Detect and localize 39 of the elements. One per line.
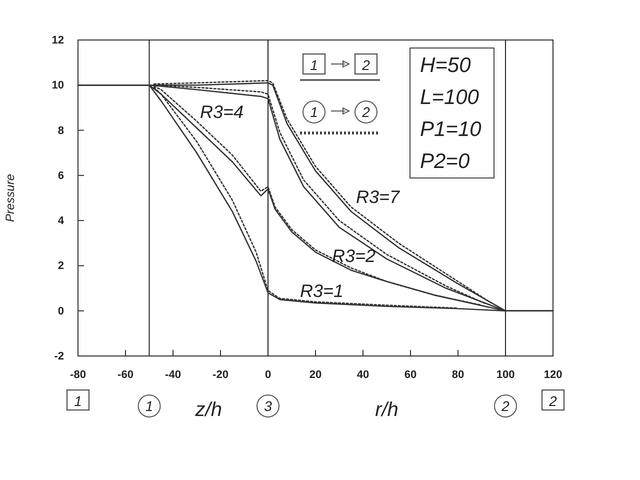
y-tick-label: 4 [58, 215, 65, 228]
y-tick-label: 2 [58, 260, 64, 272]
x-tick-label: -60 [118, 368, 134, 381]
annotation: 1 [310, 57, 318, 73]
y-tick-label: 6 [58, 170, 64, 182]
y-tick-label: 12 [52, 34, 64, 47]
x-tick-label: 40 [356, 368, 370, 381]
y-tick-label: 10 [52, 80, 64, 92]
annotation: R3=1 [300, 281, 344, 301]
text: 3 [264, 398, 272, 414]
y-tick-label: -2 [54, 350, 64, 363]
annotation: 2 [361, 57, 370, 73]
text: r/h [375, 399, 398, 421]
annotation: H=50 [420, 54, 472, 77]
y-tick-label: 0 [58, 305, 64, 318]
text: 2 [548, 393, 558, 409]
x-axis-title: z/h [194, 399, 222, 421]
text: 1 [145, 398, 154, 414]
x-tick-label: 60 [404, 368, 417, 381]
annotation: L=100 [420, 86, 480, 109]
text: 2 [500, 398, 510, 414]
annotation: P1=10 [420, 118, 482, 141]
x-tick-label: 20 [309, 368, 322, 381]
x-tick-label: -80 [70, 368, 86, 381]
text: 1 [74, 393, 82, 409]
x-tick-label: -20 [212, 368, 228, 381]
x-tick-label: -40 [165, 368, 181, 381]
x-tick-label: 100 [496, 368, 515, 381]
annotation: R3=4 [200, 102, 244, 122]
annotation: 1 [310, 104, 318, 120]
annotation: R3=2 [332, 246, 376, 266]
annotation: P2=0 [420, 150, 470, 173]
y-axis-title: Pressure [3, 174, 17, 222]
annotation: R3=7 [356, 187, 401, 207]
x-tick-label: 80 [452, 368, 464, 381]
x-tick-label: 120 [544, 368, 562, 381]
annotation: 2 [361, 104, 370, 120]
y-tick-label: 8 [58, 124, 64, 137]
x-tick-label: 0 [264, 368, 272, 381]
